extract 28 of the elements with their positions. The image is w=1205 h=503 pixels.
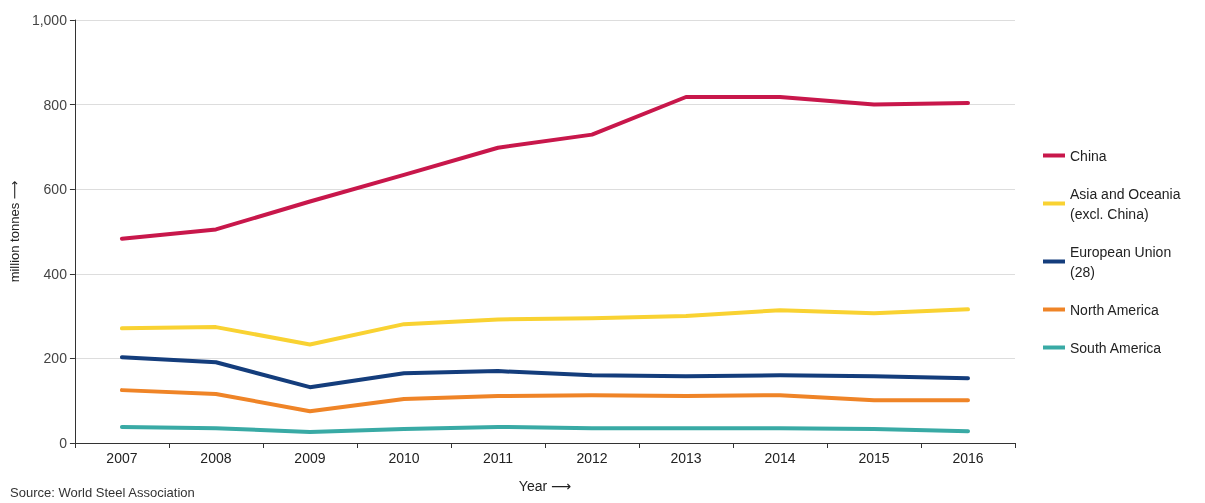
x-tick-label: 2012	[576, 450, 608, 466]
x-tick-label: 2009	[294, 450, 326, 466]
x-tick-label: 2008	[200, 450, 232, 466]
line-series	[119, 355, 970, 390]
x-tick-label: 2010	[388, 450, 420, 466]
y-tick-label: 800	[43, 96, 68, 113]
x-tick-label: 2015	[858, 450, 890, 466]
legend-label: China	[1070, 147, 1107, 164]
y-tick-label: 1,000	[31, 12, 68, 28]
y-tick-label: 200	[43, 350, 68, 367]
x-tick-label: 2011	[482, 450, 514, 466]
x-tick-label: 2013	[670, 450, 702, 466]
x-axis-title: Year ⟶	[518, 478, 572, 494]
y-axis-title: million tonnes ⟶	[7, 180, 22, 283]
legend-label: South America	[1070, 339, 1162, 356]
source-note: Source: World Steel Association	[10, 485, 195, 500]
x-tick-label: 2014	[764, 450, 796, 466]
line-series	[119, 388, 970, 414]
legend-label: Asia and Oceania (excl. China)	[1070, 185, 1185, 222]
line-series	[119, 94, 970, 241]
legend-label: European Union (28)	[1070, 243, 1176, 280]
y-tick-label: 0	[59, 435, 68, 451]
y-tick-label: 600	[43, 181, 68, 198]
x-tick-label: 2007	[106, 450, 138, 466]
y-tick-label: 400	[43, 265, 68, 282]
x-tick-label: 2016	[952, 450, 984, 466]
legend-label: North America	[1070, 301, 1159, 318]
line-series	[119, 307, 970, 347]
